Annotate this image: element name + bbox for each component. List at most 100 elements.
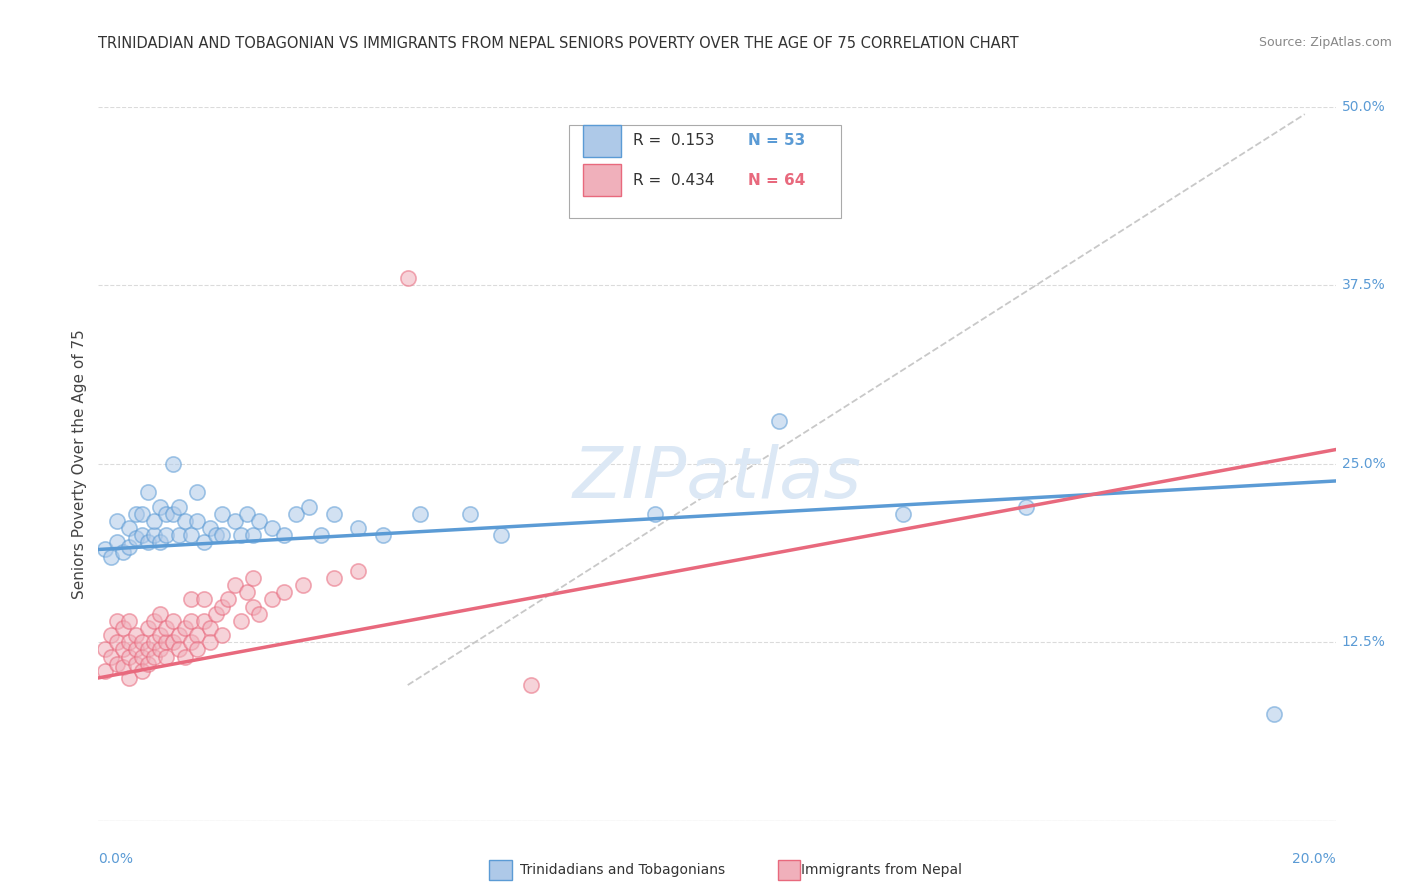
Point: [162, 614, 184, 628]
Point: [396, 271, 419, 285]
Point: [211, 528, 233, 542]
Point: [149, 500, 172, 514]
Point: [124, 507, 146, 521]
Point: [131, 635, 153, 649]
Text: 50.0%: 50.0%: [1341, 100, 1386, 114]
Text: TRINIDADIAN AND TOBAGONIAN VS IMMIGRANTS FROM NEPAL SENIORS POVERTY OVER THE AGE: TRINIDADIAN AND TOBAGONIAN VS IMMIGRANTS…: [98, 36, 1019, 51]
Point: [149, 642, 172, 657]
Point: [93, 642, 115, 657]
Point: [162, 635, 184, 649]
Point: [118, 635, 141, 649]
Point: [155, 649, 177, 664]
Point: [236, 507, 259, 521]
FancyBboxPatch shape: [583, 125, 620, 157]
Point: [167, 628, 190, 642]
Point: [100, 628, 122, 642]
Point: [136, 485, 159, 500]
Point: [143, 614, 166, 628]
Point: [124, 531, 146, 545]
Point: [93, 664, 115, 678]
Point: [118, 671, 141, 685]
Point: [193, 592, 215, 607]
Point: [100, 649, 122, 664]
Point: [186, 642, 208, 657]
Point: [242, 599, 264, 614]
Point: [211, 507, 233, 521]
Point: [124, 642, 146, 657]
Point: [136, 621, 159, 635]
Point: [186, 514, 208, 528]
Point: [1263, 706, 1285, 721]
FancyBboxPatch shape: [583, 164, 620, 196]
Point: [247, 607, 270, 621]
Point: [371, 528, 394, 542]
Text: N = 64: N = 64: [748, 173, 806, 188]
Point: [155, 507, 177, 521]
Point: [112, 642, 135, 657]
Point: [124, 628, 146, 642]
FancyBboxPatch shape: [778, 860, 800, 880]
Point: [105, 514, 128, 528]
Point: [186, 485, 208, 500]
Point: [174, 514, 197, 528]
Text: 20.0%: 20.0%: [1292, 853, 1336, 866]
Point: [143, 514, 166, 528]
Point: [93, 542, 115, 557]
Point: [211, 628, 233, 642]
Point: [322, 507, 344, 521]
Point: [131, 507, 153, 521]
Point: [1015, 500, 1038, 514]
Text: Immigrants from Nepal: Immigrants from Nepal: [801, 863, 963, 877]
Point: [105, 614, 128, 628]
Point: [155, 635, 177, 649]
Point: [768, 414, 790, 428]
Point: [322, 571, 344, 585]
Text: 37.5%: 37.5%: [1341, 278, 1386, 293]
Point: [198, 635, 221, 649]
Point: [273, 528, 295, 542]
Point: [143, 528, 166, 542]
Point: [198, 521, 221, 535]
Point: [489, 528, 512, 542]
Text: N = 53: N = 53: [748, 133, 806, 148]
Point: [112, 659, 135, 673]
FancyBboxPatch shape: [489, 860, 512, 880]
Point: [143, 649, 166, 664]
Point: [131, 528, 153, 542]
Text: R =  0.434: R = 0.434: [633, 173, 714, 188]
Point: [118, 521, 141, 535]
Point: [273, 585, 295, 599]
Point: [291, 578, 314, 592]
Point: [112, 621, 135, 635]
Point: [180, 592, 202, 607]
Point: [118, 649, 141, 664]
Point: [224, 578, 246, 592]
Point: [644, 507, 666, 521]
Point: [186, 628, 208, 642]
Point: [167, 642, 190, 657]
Text: ZIPatlas: ZIPatlas: [572, 443, 862, 513]
Point: [242, 571, 264, 585]
Point: [136, 657, 159, 671]
Point: [224, 514, 246, 528]
Y-axis label: Seniors Poverty Over the Age of 75: Seniors Poverty Over the Age of 75: [72, 329, 87, 599]
Point: [162, 457, 184, 471]
Point: [167, 500, 190, 514]
Point: [136, 642, 159, 657]
Point: [205, 528, 228, 542]
Point: [247, 514, 270, 528]
Point: [174, 621, 197, 635]
Point: [409, 507, 432, 521]
Text: 0.0%: 0.0%: [98, 853, 134, 866]
Point: [309, 528, 332, 542]
Point: [136, 535, 159, 549]
Text: 12.5%: 12.5%: [1341, 635, 1386, 649]
Point: [298, 500, 321, 514]
Point: [520, 678, 543, 692]
Point: [174, 649, 197, 664]
Point: [193, 614, 215, 628]
Point: [205, 607, 228, 621]
Point: [105, 657, 128, 671]
Point: [131, 649, 153, 664]
Point: [105, 535, 128, 549]
